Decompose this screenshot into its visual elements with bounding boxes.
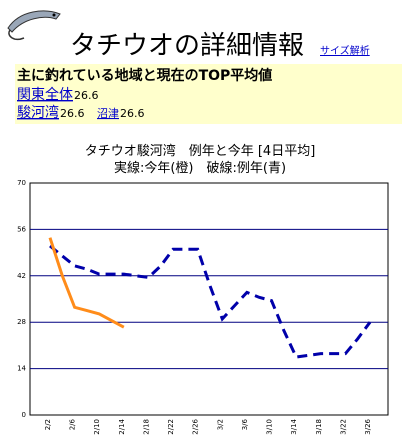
series-line (49, 244, 372, 359)
summary-box (15, 64, 402, 124)
x-tick-label: 2/18 (142, 419, 150, 435)
summary-heading: 主に釣れている地域と現在のTOP平均値 (17, 67, 272, 84)
page-title: タチウオの詳細情報 (70, 31, 304, 61)
area-link[interactable]: 関東全体 (17, 86, 73, 103)
x-tick-label: 3/2 (216, 419, 224, 430)
fish-icon (7, 10, 61, 41)
x-tick-label: 2/26 (192, 418, 200, 434)
chart-title: タチウオ駿河湾 例年と今年 [4日平均] (85, 143, 316, 159)
area-value: 26.6 (120, 107, 145, 120)
x-tick-label: 3/14 (290, 418, 298, 434)
y-tick-label: 14 (17, 365, 26, 373)
plot-frame (29, 182, 389, 416)
size-link[interactable]: サイズ解析 (320, 44, 370, 57)
y-tick-label: 28 (17, 318, 26, 326)
x-tick-label: 3/18 (315, 419, 323, 435)
x-tick-label: 2/10 (93, 419, 101, 435)
area-value: 26.6 (60, 107, 85, 120)
x-tick-label: 3/22 (339, 419, 347, 435)
series-line (48, 237, 125, 329)
x-tick-label: 3/26 (364, 418, 372, 434)
area-link[interactable]: 駿河湾 (17, 104, 59, 121)
chart-subtitle: 実線:今年(橙) 破線:例年(青) (114, 160, 286, 176)
x-tick-label: 2/6 (69, 418, 77, 430)
y-tick-label: 56 (17, 225, 26, 233)
x-tick-label: 2/22 (167, 419, 175, 435)
area-link[interactable]: 沼津 (97, 106, 119, 120)
y-tick-label: 70 (17, 179, 26, 187)
x-tick-label: 2/2 (44, 419, 52, 430)
x-tick-label: 2/14 (118, 418, 126, 434)
x-tick-label: 3/6 (241, 418, 249, 430)
x-tick-label: 3/10 (266, 419, 274, 435)
area-value: 26.6 (74, 89, 99, 102)
y-tick-label: 0 (22, 411, 26, 419)
y-tick-label: 42 (17, 272, 26, 280)
